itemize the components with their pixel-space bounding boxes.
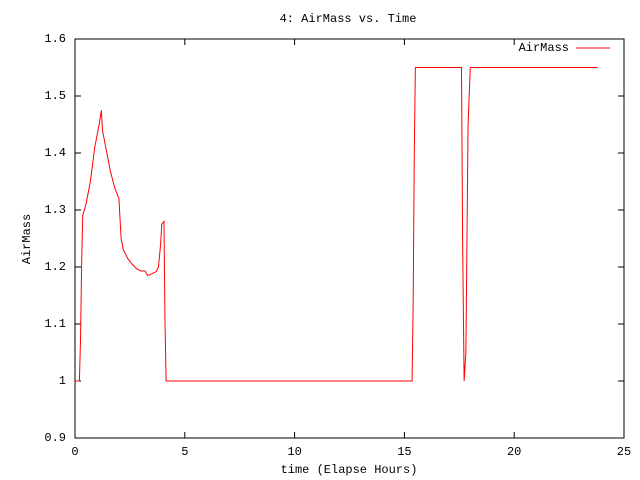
y-tick-label: 1.6 [44, 32, 66, 46]
y-tick-label: 0.9 [44, 431, 66, 445]
legend-label: AirMass [519, 41, 569, 55]
y-tick-label: 1.4 [44, 146, 66, 160]
chart-title: 4: AirMass vs. Time [280, 12, 417, 26]
y-tick-label: 1.3 [44, 203, 66, 217]
x-tick-label: 25 [617, 445, 631, 459]
x-tick-label: 20 [507, 445, 521, 459]
y-tick-label: 1.1 [44, 317, 66, 331]
x-axis-label: time (Elapse Hours) [281, 463, 418, 477]
x-tick-label: 10 [287, 445, 301, 459]
y-tick-label: 1.5 [44, 89, 66, 103]
x-tick-label: 5 [181, 445, 188, 459]
data-line [75, 67, 598, 382]
y-tick-label: 1.2 [44, 260, 66, 274]
x-tick-label: 15 [397, 445, 411, 459]
y-tick-label: 1 [59, 374, 66, 388]
plot-frame [74, 38, 625, 439]
y-axis-label: AirMass [20, 214, 34, 264]
x-tick-label: 0 [71, 445, 78, 459]
